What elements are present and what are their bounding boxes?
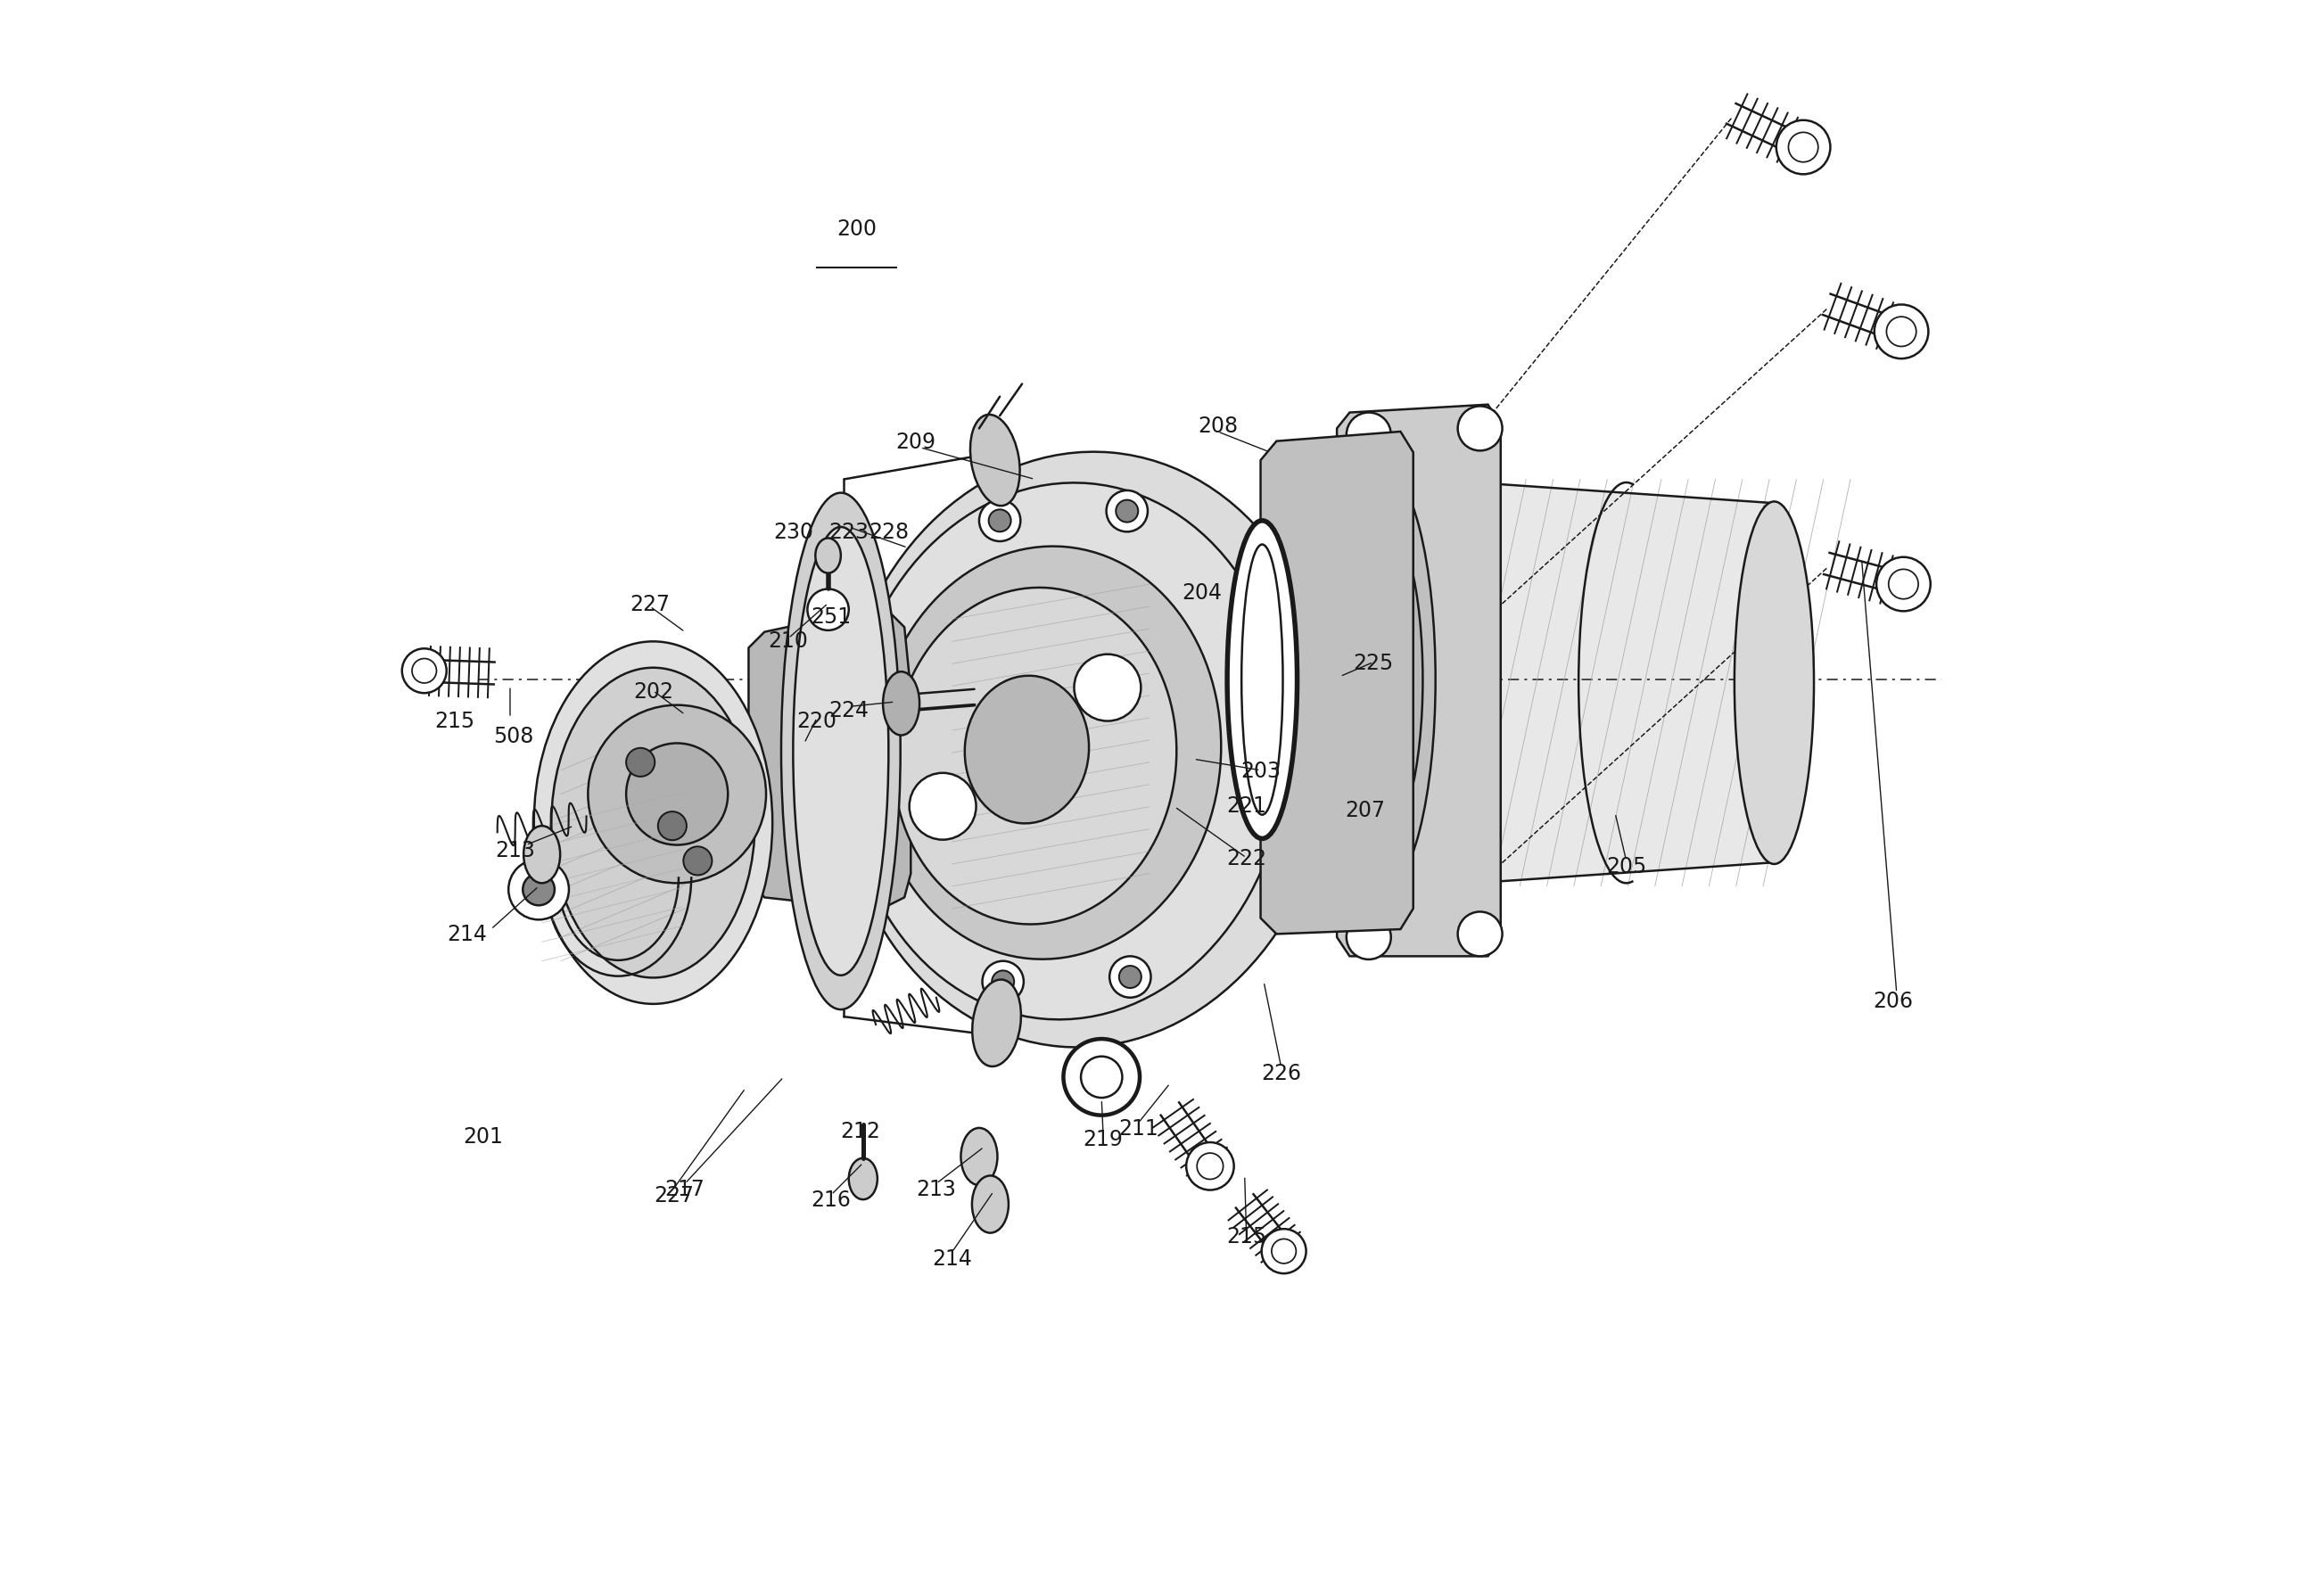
Circle shape [411,659,437,683]
Text: 225: 225 [1353,651,1394,674]
Circle shape [1457,407,1501,451]
Circle shape [992,971,1013,993]
Circle shape [983,961,1023,1003]
Ellipse shape [874,547,1220,960]
Circle shape [1889,570,1917,599]
Text: 201: 201 [462,1125,502,1147]
Circle shape [1120,966,1141,988]
Text: 208: 208 [1197,415,1239,437]
Circle shape [1185,1142,1234,1190]
Ellipse shape [846,483,1287,1020]
Ellipse shape [535,642,772,1004]
Circle shape [402,648,446,693]
Text: 215: 215 [1227,1225,1267,1247]
Circle shape [1887,318,1917,346]
Text: 204: 204 [1181,582,1222,604]
Ellipse shape [971,1176,1009,1233]
Text: 210: 210 [769,629,809,651]
Ellipse shape [781,493,899,1011]
Text: 508: 508 [493,725,535,747]
Ellipse shape [964,677,1090,823]
Text: 228: 228 [869,521,909,543]
Circle shape [1457,912,1501,957]
Text: 227: 227 [653,1184,695,1206]
Text: 206: 206 [1873,990,1913,1012]
Text: 202: 202 [632,680,674,702]
Circle shape [1875,305,1929,359]
Text: 216: 216 [811,1189,851,1211]
Circle shape [1346,915,1392,960]
Text: 215: 215 [435,710,474,733]
Circle shape [806,590,848,631]
Text: 213: 213 [495,839,535,861]
Text: 207: 207 [1346,799,1385,822]
Circle shape [988,510,1011,532]
Text: 200: 200 [837,218,876,240]
Circle shape [802,777,862,837]
Ellipse shape [969,415,1020,507]
Ellipse shape [523,826,560,883]
Text: 219: 219 [1083,1128,1122,1150]
Circle shape [1875,558,1931,612]
Text: 220: 220 [797,710,837,733]
Circle shape [1106,491,1148,532]
Circle shape [1346,413,1392,458]
Text: 205: 205 [1606,855,1645,877]
Ellipse shape [848,1158,878,1200]
Ellipse shape [883,672,920,736]
Circle shape [625,744,727,845]
Ellipse shape [1227,521,1297,839]
Circle shape [683,847,711,876]
Circle shape [790,706,872,788]
Polygon shape [1380,477,1773,890]
Ellipse shape [816,539,841,574]
Ellipse shape [960,1128,997,1185]
Ellipse shape [892,588,1176,925]
Text: 221: 221 [1227,794,1267,817]
Text: 211: 211 [1118,1117,1157,1139]
Ellipse shape [837,453,1334,1047]
Text: 212: 212 [839,1120,881,1142]
Circle shape [1081,1057,1122,1098]
Circle shape [658,812,686,841]
Circle shape [1064,1039,1139,1115]
Circle shape [523,874,555,906]
Text: 226: 226 [1262,1061,1301,1084]
Polygon shape [1336,405,1501,957]
Polygon shape [748,607,911,910]
Ellipse shape [1734,502,1815,864]
Text: 230: 230 [774,521,813,543]
Ellipse shape [1327,467,1436,893]
Text: 217: 217 [665,1177,704,1200]
Text: 214: 214 [446,923,488,945]
Circle shape [978,501,1020,542]
Text: 227: 227 [630,593,669,615]
Ellipse shape [792,528,888,976]
Text: 209: 209 [895,431,937,453]
Text: 222: 222 [1227,847,1267,869]
Circle shape [1116,501,1139,523]
Text: 251: 251 [811,605,851,628]
Circle shape [625,748,655,777]
Text: 224: 224 [830,699,869,721]
Ellipse shape [1341,518,1422,844]
Ellipse shape [551,669,755,977]
Text: 214: 214 [932,1247,971,1270]
Polygon shape [1260,432,1413,934]
Circle shape [1776,121,1831,175]
Circle shape [1262,1230,1306,1274]
Ellipse shape [971,980,1020,1066]
Circle shape [1271,1239,1297,1263]
Circle shape [1197,1154,1222,1179]
Circle shape [1109,957,1150,998]
Text: 203: 203 [1241,760,1281,782]
Circle shape [1074,655,1141,721]
Circle shape [509,860,569,920]
Text: 213: 213 [916,1177,955,1200]
Text: 223: 223 [830,521,869,543]
Ellipse shape [1241,545,1283,815]
Circle shape [909,774,976,841]
Circle shape [588,706,767,883]
Circle shape [1789,133,1817,162]
